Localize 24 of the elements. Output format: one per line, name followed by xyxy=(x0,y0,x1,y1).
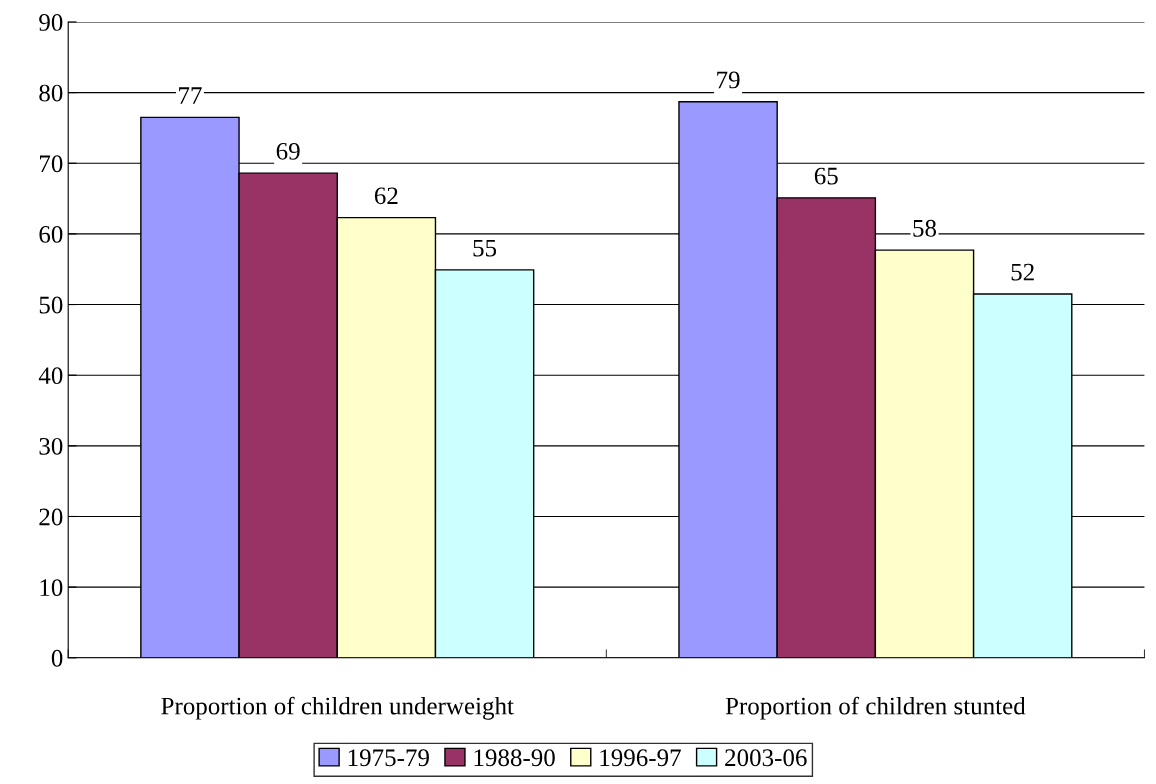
legend-label: 1988-90 xyxy=(474,749,555,767)
legend-label: 1975-79 xyxy=(348,749,429,767)
data-label: 69 xyxy=(276,142,300,160)
y-tick-label: 0 xyxy=(51,649,63,667)
y-tick-label: 30 xyxy=(39,437,63,455)
y-tick-label: 70 xyxy=(39,155,63,173)
x-tick-label: Proportion of children stunted xyxy=(725,696,1026,720)
y-tick-label: 20 xyxy=(39,508,63,526)
data-label: 58 xyxy=(913,219,937,237)
legend-label: 1996-97 xyxy=(600,749,681,767)
y-tick-label: 50 xyxy=(39,296,63,314)
y-tick-label: 80 xyxy=(39,84,63,102)
data-label: 77 xyxy=(179,87,202,104)
legend-label: 2003-06 xyxy=(725,749,807,767)
data-label: 79 xyxy=(717,71,740,89)
y-tick-label: 90 xyxy=(39,14,63,31)
x-tick-label: Proportion of children underweight xyxy=(161,696,514,720)
y-tick-label: 10 xyxy=(40,579,63,597)
data-label: 55 xyxy=(473,239,497,257)
y-tick-label: 40 xyxy=(38,367,63,385)
data-label: 52 xyxy=(1011,263,1034,281)
data-label: 62 xyxy=(374,187,398,205)
data-label: 65 xyxy=(814,167,838,185)
y-tick-label: 60 xyxy=(39,225,63,243)
